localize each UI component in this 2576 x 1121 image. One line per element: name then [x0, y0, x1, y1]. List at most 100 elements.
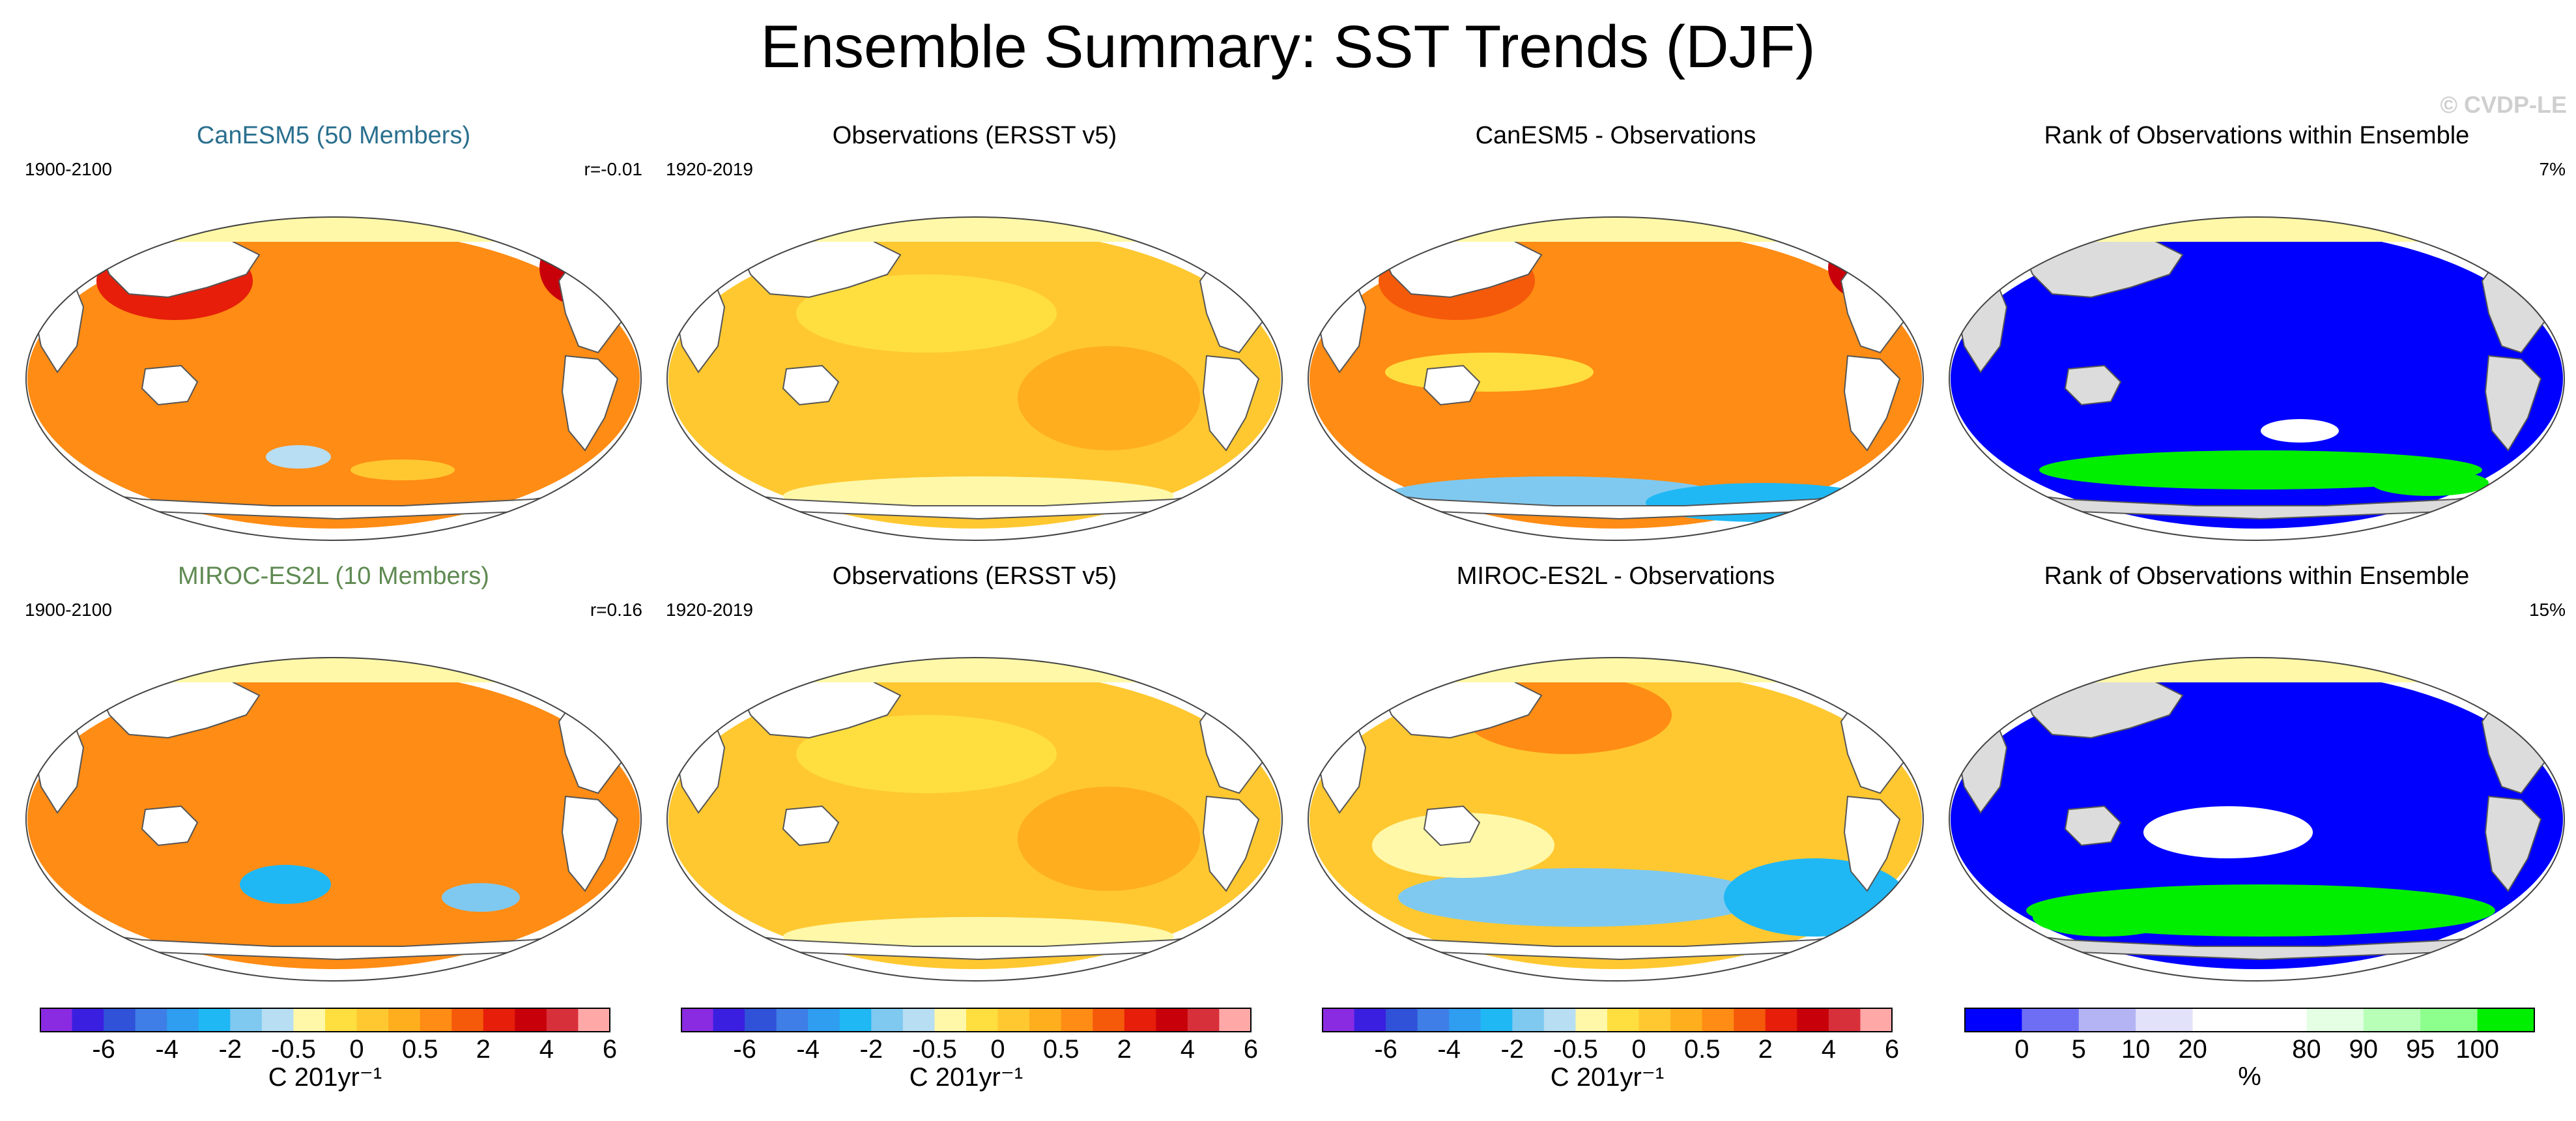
continent-south-america: [1202, 795, 1260, 892]
continent-australia: [141, 805, 199, 847]
colorbar-swatch: [546, 1008, 579, 1032]
panel-stat: 7%: [2539, 159, 2566, 179]
continent-australia: [782, 805, 840, 847]
field-blob-2: [1398, 868, 1763, 927]
panel-title: Rank of Observations within Ensemble: [2044, 562, 2470, 590]
colorbar-tick-label: 0: [1631, 1035, 1646, 1064]
continent-australia: [2064, 805, 2122, 847]
map-p5: [25, 657, 642, 982]
map-panel-p3: CanESM5 - Observations: [1294, 121, 1938, 564]
map-p3: [1308, 216, 1924, 541]
field-blob-2: [1018, 346, 1200, 450]
colorbar-4: [0, 1007, 2576, 1121]
field-blob-4: [1372, 813, 1554, 878]
map-p2: [666, 216, 1283, 541]
colorbar-tick-label: 0.5: [1042, 1035, 1080, 1064]
field-blob-0: [1951, 229, 2563, 529]
continent-australia: [1423, 364, 1481, 406]
colorbar-tick-label: 2: [1117, 1035, 1132, 1064]
colorbar-swatch: [1512, 1008, 1545, 1032]
colorbar-tick-label: 4: [1821, 1035, 1836, 1064]
colorbar-swatch: [515, 1008, 547, 1032]
map-border: [1949, 216, 2565, 541]
panel-title: MIROC-ES2L (10 Members): [178, 562, 489, 590]
continent-australia: [2064, 364, 2122, 406]
colorbar-tick-label: -2: [218, 1035, 242, 1064]
colorbar-swatch: [713, 1008, 745, 1032]
map-border: [666, 657, 1283, 982]
map-field: [1951, 217, 2564, 529]
colorbar-swatch: [1828, 1008, 1861, 1032]
panel-period: 1920-2019: [666, 159, 753, 179]
colorbar-swatch: [902, 1008, 935, 1032]
colorbar-swatch: [2420, 1008, 2478, 1032]
colorbar-swatch: [1607, 1008, 1640, 1032]
map-field: [1309, 658, 1923, 969]
colorbar-tick-label: 90: [2349, 1035, 2379, 1064]
colorbar-tick-label: 2: [476, 1035, 491, 1064]
colorbar-swatch: [1702, 1008, 1734, 1032]
map-panel-p7: MIROC-ES2L - Observations: [1294, 562, 1938, 1005]
colorbar-tick-label: -2: [1500, 1035, 1524, 1064]
colorbar-tick-label: 6: [1884, 1035, 1900, 1064]
panel-stat: r=0.16: [590, 600, 642, 620]
colorbar-swatch: [1354, 1008, 1386, 1032]
colorbar-swatch: [1797, 1008, 1829, 1032]
map-border: [25, 216, 642, 541]
continent-south-america: [561, 795, 619, 892]
colorbar-3: [0, 1007, 2576, 1121]
colorbar-swatch: [2250, 1008, 2307, 1032]
colorbar-tick-label: 20: [2178, 1035, 2207, 1064]
field-blob-1: [240, 865, 331, 904]
map-panel-p6: Observations (ERSST v5) 1920-2019: [653, 562, 1296, 1005]
colorbar-swatch: [839, 1008, 872, 1032]
colorbar-tick-label: 0: [2014, 1035, 2029, 1064]
colorbar-swatch: [451, 1008, 484, 1032]
colorbar-swatch: [293, 1008, 326, 1032]
continent-south-america: [1843, 355, 1901, 452]
map-field: [1309, 217, 1923, 529]
map-p7: [1308, 657, 1924, 982]
colorbar-swatch: [167, 1008, 199, 1032]
map-field: [27, 658, 641, 969]
colorbar-swatch: [745, 1008, 777, 1032]
map-panel-p4: Rank of Observations within Ensemble 7%: [1935, 121, 2576, 564]
map-panel-p1: CanESM5 (50 Members) 1900-2100 r=-0.01: [12, 121, 655, 564]
colorbar-swatch: [388, 1008, 421, 1032]
colorbar-swatch: [934, 1008, 967, 1032]
panel-title: MIROC-ES2L - Observations: [1456, 562, 1775, 590]
field-blob-5: [1385, 353, 1594, 392]
continent-australia: [141, 364, 199, 406]
colorbar-swatch: [2136, 1008, 2194, 1032]
map-field: [27, 217, 641, 529]
colorbar-swatch: [230, 1008, 263, 1032]
panel-period: 1920-2019: [666, 600, 753, 620]
map-p6: [666, 657, 1283, 982]
colorbar-tick-label: 4: [539, 1035, 554, 1064]
panel-title: Observations (ERSST v5): [832, 122, 1117, 149]
field-blob-2: [2371, 470, 2489, 496]
colorbar-tick-label: 6: [1243, 1035, 1259, 1064]
colorbar-tick-label: 5: [2071, 1035, 2086, 1064]
colorbar-tick-label: -4: [155, 1035, 179, 1064]
figure-title: Ensemble Summary: SST Trends (DJF): [760, 14, 1816, 80]
colorbar-tick-label: 2: [1758, 1035, 1773, 1064]
colorbar-tick-label: -0.5: [911, 1035, 957, 1064]
map-border: [1308, 216, 1924, 541]
colorbar-2: [0, 1007, 2576, 1121]
colorbar-swatch: [681, 1008, 714, 1032]
colorbar-swatch: [578, 1008, 610, 1032]
field-blob-1: [2143, 806, 2313, 858]
colorbar-swatch: [871, 1008, 904, 1032]
panel-stat: 15%: [2528, 600, 2566, 620]
colorbar-tick-label: -4: [1437, 1035, 1461, 1064]
colorbar-swatch: [2078, 1008, 2136, 1032]
map-border: [1949, 657, 2565, 982]
colorbar-swatch: [1156, 1008, 1188, 1032]
colorbar-tick-label: 0.5: [401, 1035, 438, 1064]
colorbar-swatch: [1734, 1008, 1766, 1032]
colorbar-swatch: [2477, 1008, 2535, 1032]
field-blob-3: [2033, 897, 2176, 937]
colorbar-tick-label: -0.5: [270, 1035, 316, 1064]
map-panel-p8: Rank of Observations within Ensemble 15%: [1935, 562, 2576, 1005]
